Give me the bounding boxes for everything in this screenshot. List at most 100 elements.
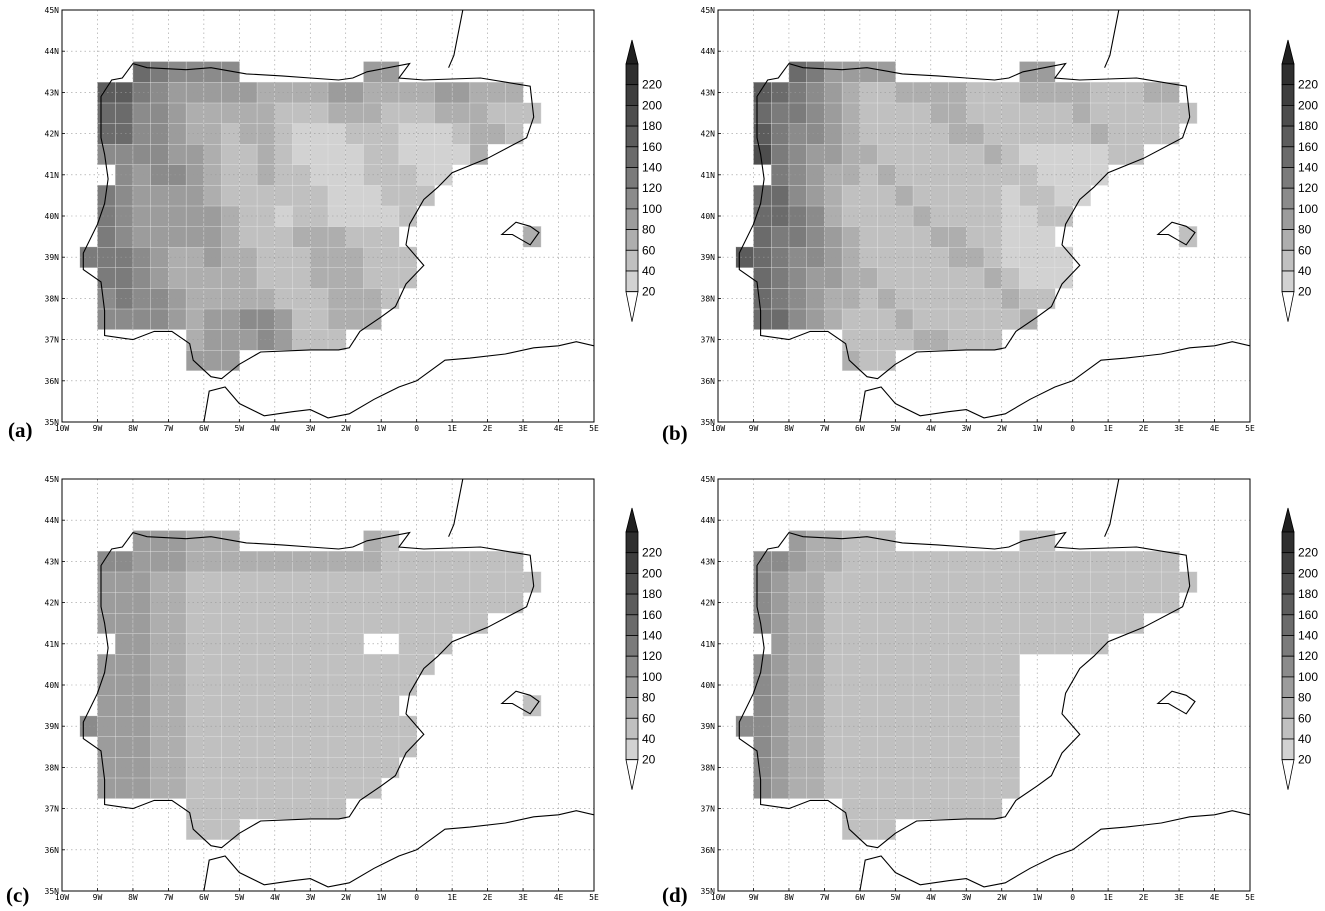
lon-tick-label: 7W [164, 424, 174, 433]
field-cell [771, 102, 790, 124]
field-cell [292, 612, 311, 635]
lat-tick-label: 44N [45, 47, 60, 56]
field-cell [1036, 226, 1056, 248]
field-cell [788, 267, 808, 289]
africa-coastline [859, 341, 1250, 422]
colorbar-max-triangle [1281, 39, 1295, 65]
field-cell [310, 102, 329, 124]
field-cell [363, 287, 382, 310]
field-cell [895, 695, 914, 717]
field-cell [185, 571, 205, 593]
field-cell [274, 267, 294, 289]
field-cell [877, 777, 896, 799]
field-cell [753, 695, 772, 717]
field-cell [859, 612, 879, 635]
field-cell [1054, 571, 1074, 593]
lon-tick-label: 10W [711, 893, 726, 902]
field-cell [150, 653, 169, 676]
field-cell [1001, 777, 1020, 799]
lat-tick-label: 37N [45, 805, 60, 814]
colorbar-min-triangle [625, 291, 639, 322]
field-cell [948, 571, 967, 593]
field-cell [132, 143, 152, 165]
field-cell [292, 695, 311, 717]
field-cell [753, 143, 772, 165]
field-cell [363, 164, 382, 186]
colorbar-box [1281, 187, 1295, 210]
field-cell [841, 612, 861, 635]
lon-tick-label: 1E [447, 424, 457, 433]
field-cell [753, 226, 772, 248]
colorbar-box [1281, 63, 1295, 86]
field-cell [859, 102, 879, 124]
coastlines [738, 479, 1250, 891]
colorbar-min-triangle [1281, 759, 1295, 790]
field-cell [859, 818, 879, 841]
colorbar-box [625, 63, 639, 86]
field-cell [1107, 571, 1127, 593]
field-cell [203, 571, 223, 593]
field-cell [345, 102, 364, 124]
field-cell [381, 736, 400, 758]
field-cell [310, 226, 329, 248]
field-cell [97, 308, 116, 330]
lat-tick-label: 40N [701, 681, 716, 690]
colorbar-label: 100 [1298, 202, 1318, 216]
field-cell [912, 550, 932, 573]
field-cell [824, 612, 843, 635]
field-cell [824, 184, 843, 207]
lat-tick-label: 36N [701, 846, 716, 855]
field-cell [824, 267, 843, 289]
lat-tick-label: 45N [45, 6, 60, 15]
field-cell [256, 571, 276, 593]
field-cell [859, 530, 879, 552]
lon-tick-label: 6W [199, 424, 209, 433]
field-cell [859, 267, 879, 289]
colorbar-label: 120 [1298, 649, 1318, 663]
field-cell [930, 226, 950, 248]
field-cell [239, 571, 258, 593]
field-cell [327, 143, 347, 165]
field-cell [168, 184, 187, 207]
field-cell [895, 777, 914, 799]
field-cell [292, 143, 311, 165]
field-cell [1001, 736, 1020, 758]
lat-tick-label: 44N [701, 47, 716, 56]
field-cell [1001, 653, 1020, 676]
field-cell [966, 777, 985, 799]
field-cell [948, 184, 967, 207]
field-cell [983, 777, 1003, 799]
field-cell [132, 777, 152, 799]
field-cell [753, 308, 772, 330]
mallorca-coastline [500, 690, 540, 715]
colorbar-box [625, 167, 639, 189]
coastlines [738, 10, 1250, 422]
lat-tick-label: 38N [45, 294, 60, 303]
field-cell [1019, 571, 1038, 593]
lon-tick-label: 10W [55, 893, 70, 902]
colorbar-label: 140 [1298, 161, 1318, 175]
field-cell [114, 736, 134, 758]
lat-tick-label: 37N [45, 336, 60, 345]
field-cell [771, 653, 790, 676]
iberia-coastline [738, 531, 1191, 849]
colorbar-box [625, 270, 639, 293]
colorbar-label: 40 [1298, 264, 1312, 278]
lon-tick-label: 0 [414, 893, 419, 902]
field-cell [168, 571, 187, 593]
field-cell [185, 777, 205, 799]
field-cell [345, 267, 364, 289]
field-cell [859, 61, 879, 83]
field-cell [1019, 550, 1038, 573]
field-cell [824, 102, 843, 124]
field-cell [381, 226, 400, 248]
france-border [1104, 10, 1120, 68]
field-cell [256, 550, 276, 573]
field-cell [434, 571, 453, 593]
colorbar-box [625, 229, 639, 251]
field-cell [1019, 267, 1038, 289]
lat-tick-label: 42N [45, 130, 60, 139]
lon-tick-label: 5E [589, 893, 599, 902]
field-cell [983, 267, 1003, 289]
